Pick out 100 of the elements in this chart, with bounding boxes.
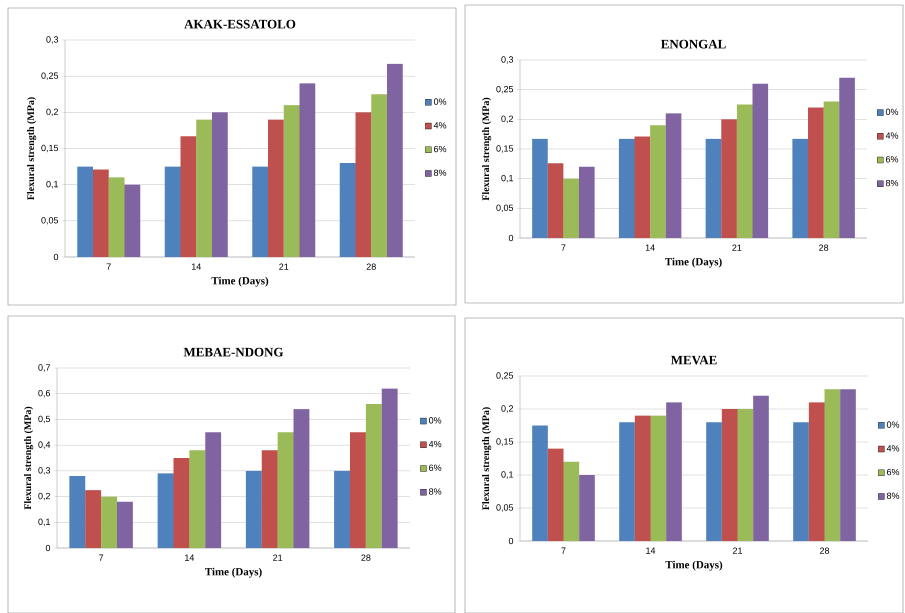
bar bbox=[334, 470, 350, 548]
y-tick-label: 0,7 bbox=[38, 364, 50, 372]
legend-label: 8% bbox=[886, 492, 900, 499]
y-tick-label: 0,1 bbox=[501, 471, 514, 479]
bar bbox=[532, 426, 548, 541]
y-tick-label: 0,15 bbox=[496, 145, 514, 153]
legend-label: 6% bbox=[887, 468, 900, 476]
x-axis-title: Time (Days) bbox=[666, 560, 722, 571]
y-axis-title: Flexural strength (MPa) bbox=[24, 406, 34, 510]
legend-label: 4% bbox=[434, 122, 446, 128]
bar bbox=[85, 490, 102, 548]
y-tick-label: 0,2 bbox=[38, 492, 50, 500]
legend-label: 8% bbox=[434, 170, 446, 176]
bar bbox=[792, 138, 808, 238]
bar bbox=[196, 120, 212, 257]
x-tick-label: 14 bbox=[185, 554, 194, 561]
bar bbox=[793, 422, 809, 541]
bar bbox=[706, 138, 722, 238]
bar bbox=[808, 107, 824, 238]
bar bbox=[738, 409, 754, 541]
bar bbox=[619, 422, 635, 541]
x-axis-title: Time (Days) bbox=[665, 258, 722, 268]
x-tick-label: 28 bbox=[819, 244, 828, 251]
y-tick-label: 0,25 bbox=[496, 86, 514, 94]
y-tick-label: 0,3 bbox=[46, 36, 58, 44]
x-tick-label: 21 bbox=[279, 264, 288, 270]
y-tick-label: 0,1 bbox=[38, 518, 50, 526]
y-tick-label: 0 bbox=[508, 234, 514, 242]
bar bbox=[268, 120, 284, 257]
bar bbox=[371, 94, 388, 257]
bar bbox=[278, 432, 294, 548]
legend-label: 6% bbox=[886, 156, 898, 162]
legend-label: 6% bbox=[429, 464, 442, 471]
bar bbox=[387, 64, 403, 257]
legend-label: 4% bbox=[428, 440, 442, 448]
bar bbox=[284, 105, 300, 257]
y-tick-label: 0,3 bbox=[38, 467, 50, 475]
bar bbox=[548, 448, 564, 541]
bar bbox=[356, 112, 372, 257]
x-tick-label: 28 bbox=[361, 554, 370, 561]
y-tick-label: 0,25 bbox=[41, 72, 58, 80]
x-axis-title: Time (Days) bbox=[205, 568, 262, 578]
y-tick-label: 0,6 bbox=[38, 390, 50, 398]
bar bbox=[650, 416, 666, 541]
legend-label: 4% bbox=[886, 132, 898, 139]
x-tick-label: 21 bbox=[732, 244, 742, 251]
legend-label: 0% bbox=[428, 417, 442, 424]
bar bbox=[634, 416, 651, 541]
bar bbox=[634, 136, 650, 238]
y-tick-label: 0,25 bbox=[496, 372, 514, 380]
y-tick-label: 0,4 bbox=[38, 441, 50, 449]
bar bbox=[839, 78, 855, 238]
bar bbox=[579, 475, 595, 541]
bar bbox=[180, 136, 196, 257]
bar bbox=[721, 119, 737, 238]
y-axis-title: Flexural strength (MPa) bbox=[482, 98, 492, 200]
chart-title: MEBAE-NDONG bbox=[184, 348, 284, 356]
bar bbox=[579, 166, 595, 238]
y-tick-label: 0,05 bbox=[41, 217, 58, 225]
bar bbox=[722, 409, 738, 541]
legend-label: 0% bbox=[434, 98, 446, 105]
bar bbox=[706, 422, 722, 541]
bar bbox=[650, 125, 666, 238]
y-tick-label: 0,2 bbox=[501, 116, 514, 124]
bar bbox=[753, 396, 769, 541]
bar bbox=[294, 409, 310, 548]
bar bbox=[752, 84, 768, 238]
bar bbox=[366, 404, 382, 548]
bar bbox=[532, 138, 548, 238]
x-tick-label: 21 bbox=[732, 548, 742, 554]
legend-label: 4% bbox=[886, 445, 900, 452]
chart-title: MEVAE bbox=[670, 356, 717, 365]
bar bbox=[824, 389, 840, 541]
chart-title: AKAK-ESSATOLO bbox=[184, 20, 296, 28]
x-tick-label: 7 bbox=[99, 554, 104, 561]
bar bbox=[808, 402, 825, 541]
y-tick-label: 0,2 bbox=[46, 108, 58, 116]
bar bbox=[300, 83, 316, 257]
legend-label: 8% bbox=[886, 180, 898, 186]
y-axis-title: Flexural strength (MPa) bbox=[482, 407, 492, 510]
bar bbox=[124, 184, 140, 257]
x-tick-label: 7 bbox=[106, 264, 111, 270]
bar bbox=[93, 169, 109, 257]
y-tick-label: 0,15 bbox=[496, 438, 514, 446]
chart-title: ENONGAL bbox=[660, 40, 726, 48]
x-tick-label: 21 bbox=[273, 554, 282, 561]
y-tick-label: 0,1 bbox=[46, 180, 58, 188]
bar bbox=[666, 113, 682, 238]
y-tick-label: 0 bbox=[54, 254, 58, 260]
bar bbox=[69, 476, 86, 548]
bar bbox=[117, 502, 133, 548]
x-tick-label: 28 bbox=[820, 548, 830, 554]
bar bbox=[350, 432, 366, 548]
bar bbox=[564, 462, 580, 541]
bar bbox=[189, 450, 206, 548]
legend-label: 0% bbox=[886, 421, 900, 428]
bar bbox=[736, 104, 752, 238]
bar bbox=[246, 470, 262, 548]
y-tick-label: 0,05 bbox=[496, 504, 514, 512]
legend-label: 6% bbox=[434, 146, 446, 152]
